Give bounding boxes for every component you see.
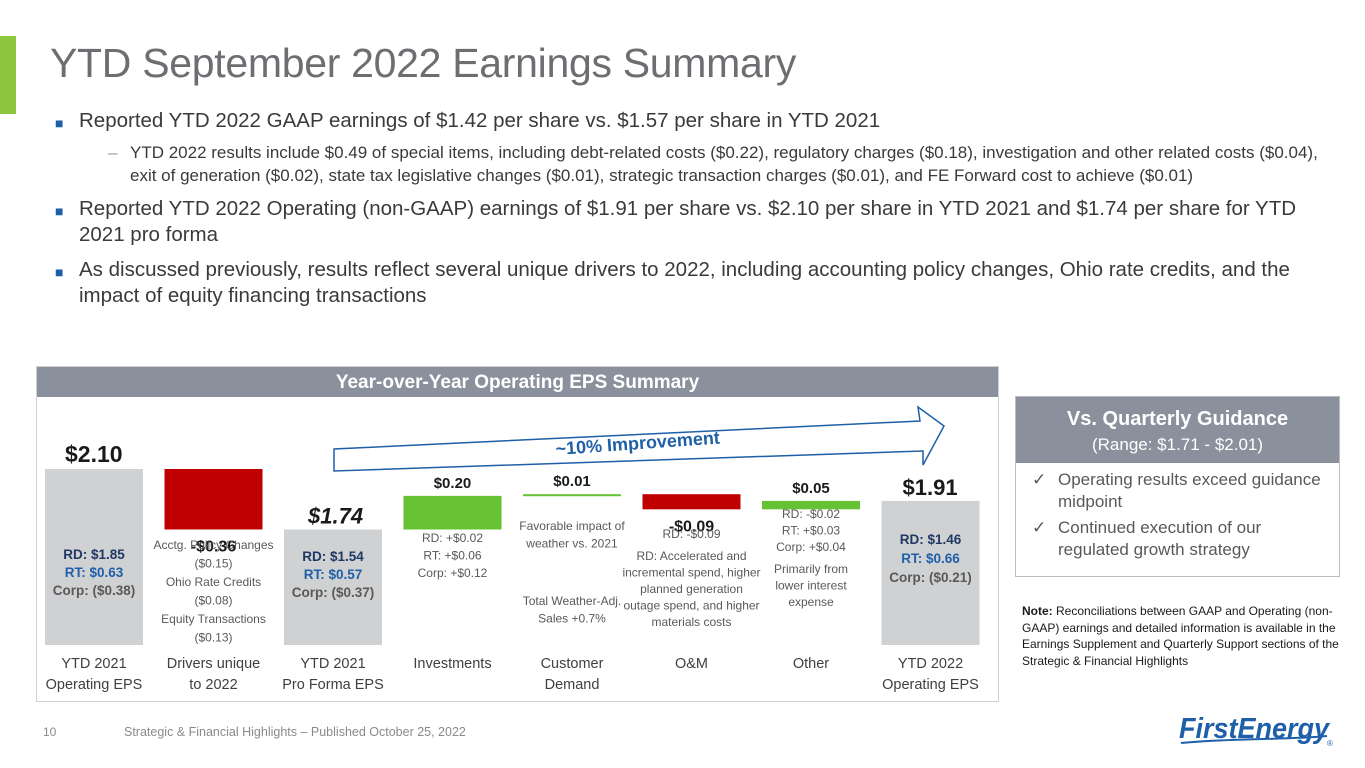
detail-text: Corp: ($0.38) (53, 583, 136, 598)
check-icon: ✓ (1032, 470, 1047, 489)
detail-text: Favorable impact of (519, 519, 625, 533)
detail-text: RD: -$0.02 (782, 507, 840, 521)
detail-text: RT: +$0.06 (423, 549, 481, 563)
detail-text: outage spend, and higher (623, 599, 759, 613)
guidance-item-text: Operating results exceed guidance midpoi… (1058, 470, 1321, 511)
detail-text: weather vs. 2021 (525, 537, 618, 551)
value-label: $2.10 (65, 441, 123, 467)
detail-text: RD: $1.85 (63, 547, 125, 562)
detail-text: ($0.08) (194, 594, 232, 608)
detail-text: ($0.13) (194, 631, 232, 645)
detail-text: incremental spend, higher (622, 566, 760, 580)
category-label: Demand (545, 677, 600, 693)
detail-text: ($0.15) (194, 557, 232, 571)
detail-text: Corp: +$0.04 (776, 540, 846, 554)
detail-text: expense (788, 595, 834, 609)
detail-text: Corp: ($0.37) (292, 585, 375, 600)
detail-text: RD: -$0.09 (662, 527, 720, 541)
logo-swoosh (1180, 735, 1328, 744)
detail-text: planned generation (640, 582, 743, 596)
guidance-box: Vs. Quarterly Guidance (Range: $1.71 - $… (1015, 396, 1340, 577)
check-icon: ✓ (1032, 518, 1047, 537)
chart-bar-6 (642, 494, 741, 510)
chart-bar-8 (881, 500, 980, 645)
category-label: YTD 2021 (300, 656, 365, 672)
detail-text: RD: Accelerated and (636, 549, 746, 563)
detail-text: Primarily from (774, 562, 848, 576)
detail-text: RT: $0.63 (65, 565, 124, 580)
category-label: O&M (675, 656, 708, 672)
bullet-drivers: As discussed previously, results reflect… (55, 257, 1345, 309)
note-label: Note: (1022, 604, 1053, 618)
category-label: YTD 2022 (898, 656, 963, 672)
detail-text: lower interest (775, 579, 847, 593)
category-label: Operating EPS (882, 677, 979, 693)
detail-text: RD: +$0.02 (422, 531, 483, 545)
category-label: Other (793, 656, 829, 672)
category-label: Drivers unique (167, 656, 261, 672)
value-label: -$0.09 (669, 518, 714, 535)
eps-waterfall-chart: YTD 2021 Operating EPS $2.10 Drivers unique… (45, 405, 980, 693)
subbullet-special-items: YTD 2022 results include $0.49 of specia… (55, 141, 1345, 187)
title-accent-bar (0, 36, 16, 114)
logo-registered-mark: ® (1327, 739, 1333, 748)
guidance-item-text: Continued execution of our regulated gro… (1058, 518, 1262, 559)
detail-text: Ohio Rate Credits (166, 575, 261, 589)
bullet-list: Reported YTD 2022 GAAP earnings of $1.42… (55, 108, 1345, 318)
detail-text: Corp: +$0.12 (418, 566, 488, 580)
value-label: -$0.36 (191, 538, 236, 555)
chart-bar-4 (403, 495, 502, 530)
guidance-item: ✓ Operating results exceed guidance midpo… (1030, 469, 1329, 513)
note-text: Reconciliations between GAAP and Operati… (1022, 604, 1339, 668)
guidance-title: Vs. Quarterly Guidance (1066, 408, 1289, 430)
detail-text: RT: $0.57 (304, 567, 363, 582)
category-label: to 2022 (189, 677, 237, 693)
improvement-arrow (333, 405, 945, 472)
category-label: YTD 2021 (61, 656, 126, 672)
detail-text: Corp: ($0.21) (889, 570, 972, 585)
value-label: $0.20 (434, 475, 472, 492)
reconciliation-note: Note: Reconciliations between GAAP and O… (1022, 603, 1352, 669)
value-label: $0.05 (792, 480, 830, 497)
detail-text: Total Weather-Adj. (523, 594, 622, 608)
category-label: Customer (541, 656, 604, 672)
bullet-operating: Reported YTD 2022 Operating (non-GAAP) e… (55, 196, 1345, 248)
detail-text: materials costs (651, 615, 731, 629)
chart-bar-2 (164, 469, 263, 530)
detail-text: RT: +$0.03 (782, 524, 840, 538)
detail-text: RT: $0.66 (901, 551, 960, 566)
detail-text: Sales +0.7% (538, 612, 606, 626)
firstenergy-logo: FirstEnergy ® (1179, 713, 1333, 748)
guidance-header: Vs. Quarterly Guidance (Range: $1.71 - $… (1016, 397, 1339, 463)
bullet-gaap: Reported YTD 2022 GAAP earnings of $1.42… (55, 108, 1345, 136)
guidance-list: ✓ Operating results exceed guidance midpo… (1016, 463, 1339, 561)
chart-bar-3 (284, 529, 382, 645)
guidance-range: (Range: $1.71 - $2.01) (1091, 435, 1264, 454)
detail-text: RD: $1.54 (302, 549, 364, 564)
chart-header: Year-over-Year Operating EPS Summary (37, 367, 998, 397)
value-label: $1.91 (903, 475, 958, 500)
category-label: Pro Forma EPS (282, 677, 384, 693)
detail-text: RD: $1.46 (900, 532, 962, 547)
footer-text: Strategic & Financial Highlights – Publi… (124, 725, 466, 739)
chart-bar-1 (45, 469, 143, 645)
detail-text: Acctg. Policy Changes (153, 538, 273, 552)
page-title: YTD September 2022 Earnings Summary (50, 40, 797, 86)
page-number: 10 (43, 725, 57, 739)
eps-chart-panel: YTD 2021 Operating EPS $2.10 Drivers unique… (36, 366, 999, 702)
category-label: Investments (413, 656, 491, 672)
value-label: $1.74 (307, 503, 363, 528)
guidance-item: ✓ Continued execution of our regulated gr… (1030, 517, 1329, 561)
chart-bar-7 (762, 500, 860, 510)
category-label: Operating EPS (46, 677, 143, 693)
value-label: $0.01 (553, 473, 591, 490)
chart-bar-5 (523, 494, 621, 497)
detail-text: Equity Transactions (161, 612, 266, 626)
